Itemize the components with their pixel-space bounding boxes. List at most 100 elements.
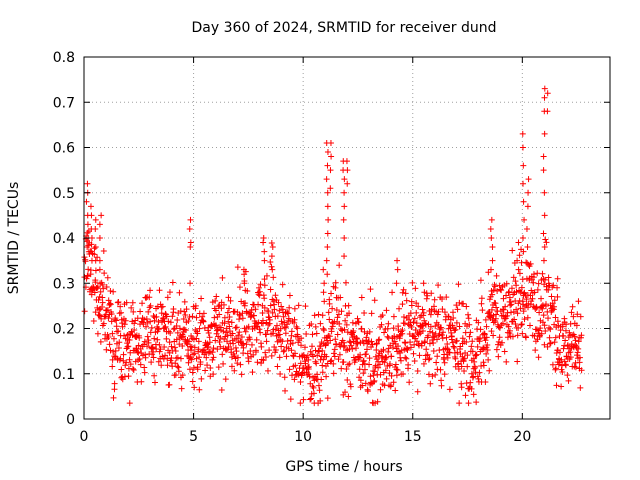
data-point xyxy=(205,324,212,331)
data-point xyxy=(331,346,338,353)
data-point xyxy=(466,333,473,340)
data-point xyxy=(158,310,165,317)
data-point xyxy=(524,314,531,321)
data-point xyxy=(120,351,127,358)
data-point xyxy=(91,289,98,296)
data-point xyxy=(195,338,202,345)
data-point xyxy=(402,354,409,361)
data-point xyxy=(269,309,276,316)
data-point xyxy=(348,342,355,349)
data-point xyxy=(220,360,227,367)
data-point xyxy=(135,342,142,349)
data-point xyxy=(362,380,369,387)
data-point xyxy=(495,338,502,345)
data-point xyxy=(332,336,339,343)
data-point xyxy=(131,320,138,327)
data-point xyxy=(266,316,273,323)
data-point xyxy=(194,366,201,373)
data-point xyxy=(114,299,121,306)
data-point xyxy=(81,308,88,315)
data-point xyxy=(166,339,173,346)
data-point xyxy=(110,335,117,342)
data-point xyxy=(215,364,222,371)
data-point xyxy=(324,334,331,341)
data-point xyxy=(320,289,327,296)
data-point xyxy=(526,322,533,329)
data-point xyxy=(516,270,523,277)
data-point xyxy=(107,347,114,354)
data-point xyxy=(551,339,558,346)
data-point xyxy=(503,280,510,287)
data-point xyxy=(508,309,515,316)
data-point xyxy=(525,176,532,183)
data-point xyxy=(210,371,217,378)
data-point xyxy=(373,356,380,363)
data-point xyxy=(326,300,333,307)
data-point xyxy=(285,310,292,317)
data-point xyxy=(329,305,336,312)
data-point xyxy=(122,317,129,324)
data-point xyxy=(450,343,457,350)
data-point xyxy=(306,373,313,380)
data-point xyxy=(135,357,142,364)
data-point xyxy=(98,212,105,219)
data-point xyxy=(509,247,516,254)
data-point xyxy=(300,396,307,403)
data-point xyxy=(575,345,582,352)
data-point xyxy=(101,270,108,277)
data-point xyxy=(324,189,331,196)
data-point xyxy=(459,335,466,342)
data-point xyxy=(126,356,133,363)
data-point xyxy=(560,332,567,339)
data-point xyxy=(128,304,135,311)
data-point xyxy=(454,306,461,313)
data-point xyxy=(164,355,171,362)
data-point xyxy=(426,355,433,362)
data-point xyxy=(318,376,325,383)
data-point xyxy=(554,284,561,291)
data-point xyxy=(341,189,348,196)
data-point xyxy=(424,292,431,299)
data-point xyxy=(578,332,585,339)
data-point xyxy=(433,336,440,343)
data-point xyxy=(227,297,234,304)
data-point xyxy=(177,355,184,362)
data-point xyxy=(426,340,433,347)
data-point xyxy=(368,338,375,345)
data-point xyxy=(283,353,290,360)
data-point xyxy=(265,308,272,315)
data-point xyxy=(514,310,521,317)
data-point xyxy=(193,314,200,321)
data-point xyxy=(343,365,350,372)
data-point xyxy=(423,295,430,302)
data-point xyxy=(321,280,328,287)
data-point xyxy=(429,329,436,336)
data-point xyxy=(228,346,235,353)
data-point xyxy=(193,355,200,362)
data-point xyxy=(524,244,531,251)
data-point xyxy=(131,327,138,334)
data-point xyxy=(408,302,415,309)
data-point xyxy=(204,362,211,369)
data-point xyxy=(323,257,330,264)
data-point xyxy=(337,294,344,301)
data-point xyxy=(92,216,99,223)
data-point xyxy=(562,337,569,344)
data-point xyxy=(409,279,416,286)
data-point xyxy=(361,366,368,373)
data-point xyxy=(421,289,428,296)
data-point xyxy=(384,325,391,332)
data-point xyxy=(413,309,420,316)
data-point xyxy=(254,359,261,366)
data-point xyxy=(252,349,259,356)
data-point xyxy=(546,334,553,341)
data-point xyxy=(181,326,188,333)
data-point xyxy=(210,345,217,352)
data-point xyxy=(517,305,524,312)
data-point xyxy=(344,167,351,174)
data-point xyxy=(402,339,409,346)
data-point xyxy=(383,354,390,361)
data-point xyxy=(310,384,317,391)
data-point xyxy=(377,371,384,378)
data-point xyxy=(527,260,534,267)
